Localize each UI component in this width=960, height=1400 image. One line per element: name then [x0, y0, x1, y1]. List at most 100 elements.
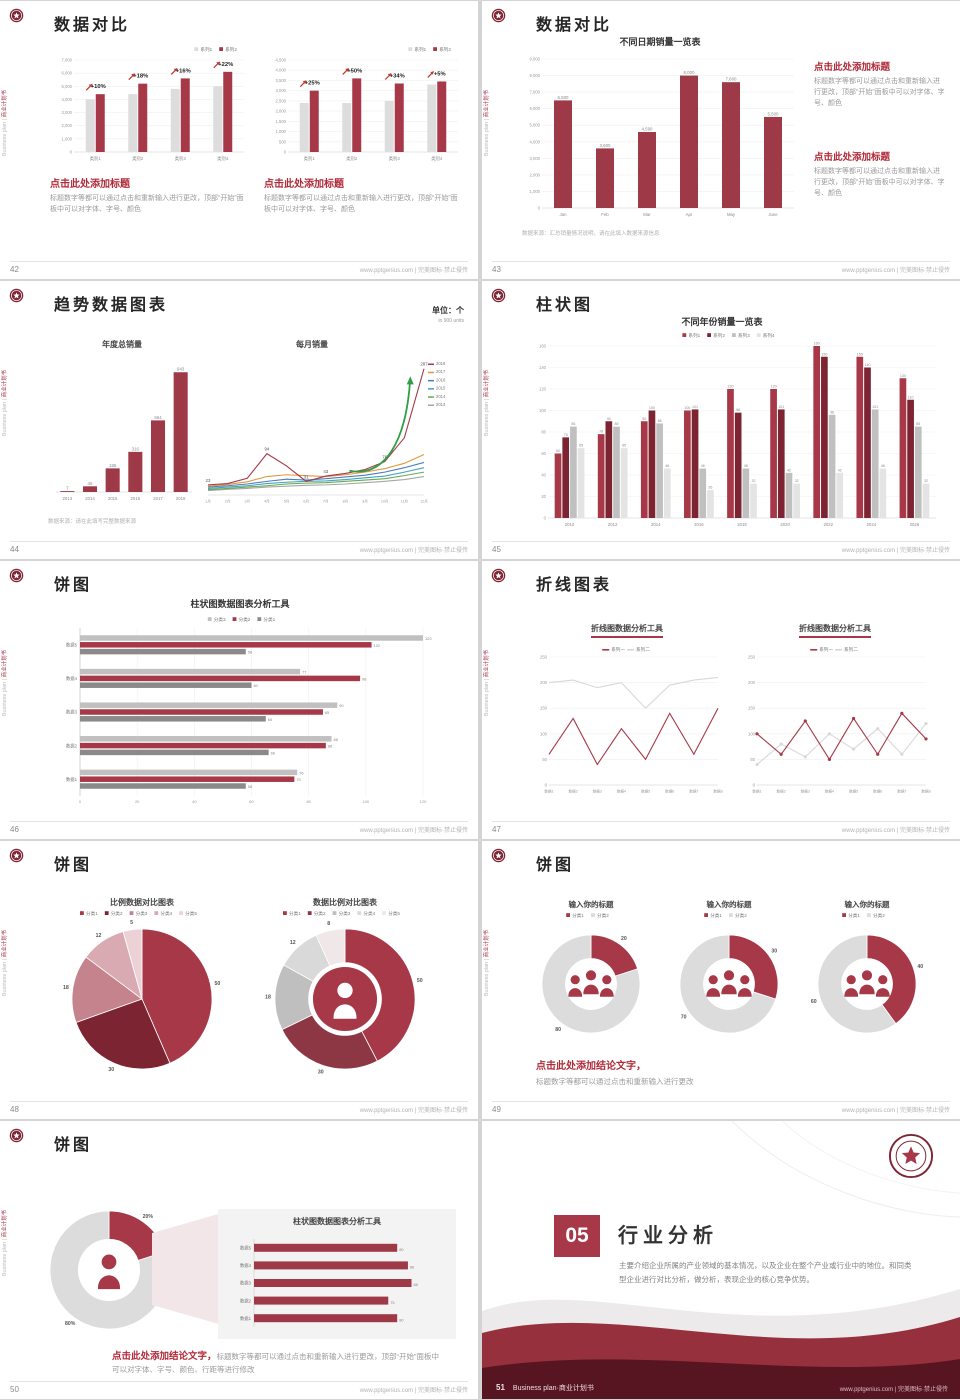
svg-text:数据1: 数据1: [544, 789, 553, 794]
svg-text:分类2: 分类2: [597, 912, 609, 919]
bar-chart: 0 1,000 2,000 3,000 4,000 5,000 6,000 7,000 8,00…: [530, 57, 794, 217]
svg-text:120: 120: [420, 799, 427, 804]
svg-text:分类2: 分类2: [111, 910, 123, 917]
page-number: 46: [10, 825, 19, 834]
svg-text:150: 150: [540, 706, 548, 711]
block-heading: 点击此处添加标题: [814, 62, 891, 73]
svg-text:86: 86: [410, 1265, 414, 1270]
footer-credit: www.pptgenius.com | 完美图标·禁止侵传: [359, 828, 468, 834]
svg-text:100: 100: [684, 406, 690, 410]
svg-text:分类4: 分类4: [363, 910, 375, 917]
svg-text:10月: 10月: [381, 499, 389, 504]
svg-text:8,000: 8,000: [684, 70, 696, 75]
svg-text:数据2: 数据2: [240, 1297, 252, 1304]
conclusion-heading: 点击此处添加结论文字，: [536, 1061, 646, 1072]
svg-text:2018: 2018: [176, 496, 186, 501]
svg-text:数据5: 数据5: [66, 642, 78, 649]
line-chart-right: 0 50 100 150 200 250 数据1 数据2 数据3 数据4 数据5 数据6 数据7 数据8 系…: [748, 646, 931, 794]
svg-text:7,000: 7,000: [62, 58, 73, 63]
page-title: 饼图: [54, 577, 93, 594]
svg-text:1月: 1月: [205, 499, 211, 504]
svg-text:4,500: 4,500: [276, 58, 287, 63]
svg-text:101: 101: [692, 405, 698, 409]
svg-text:2,000: 2,000: [276, 109, 287, 114]
svg-text:数据6: 数据6: [873, 789, 882, 794]
svg-text:42: 42: [787, 468, 791, 472]
svg-text:20%: 20%: [143, 1214, 154, 1220]
svg-text:数据1: 数据1: [752, 789, 761, 794]
svg-text:100: 100: [539, 408, 547, 413]
funnel-connector: [152, 1213, 222, 1325]
svg-text:90: 90: [607, 417, 611, 421]
slide-footer: 48 www.pptgenius.com | 完美图标·禁止侵传: [10, 1101, 468, 1114]
side-label: Business plan | 商业计划书: [484, 649, 490, 717]
svg-text:数据5: 数据5: [641, 789, 650, 794]
svg-text:分类2: 分类2: [735, 912, 747, 919]
page-number: 44: [10, 545, 19, 554]
page-title: 趋势数据图表: [54, 297, 169, 314]
svg-text:60: 60: [811, 999, 817, 1005]
svg-text:46: 46: [701, 464, 705, 468]
svg-text:5: 5: [130, 920, 133, 926]
slide-footer: 45 www.pptgenius.com | 完美图标·禁止侵传: [492, 541, 950, 554]
svg-text:102: 102: [374, 643, 381, 648]
section-number: 05: [554, 1215, 600, 1257]
svg-text:12: 12: [290, 940, 296, 946]
svg-text:3,000: 3,000: [62, 110, 73, 115]
svg-text:3月: 3月: [244, 499, 250, 504]
page-number: 47: [492, 825, 501, 834]
svg-text:分类1: 分类1: [263, 616, 275, 623]
svg-text:75: 75: [564, 433, 568, 437]
svg-text:2016: 2016: [436, 377, 446, 382]
svg-text:数据5: 数据5: [849, 789, 858, 794]
svg-text:80: 80: [306, 799, 311, 804]
svg-text:150: 150: [748, 706, 756, 711]
page-title: 折线图表: [536, 577, 613, 594]
slide-47: 折线图表 Business plan | 商业计划书 折线图数据分析工具 0 50…: [482, 561, 960, 839]
hbar-chart: 数据5 80 数据4 86 数据3 88 数据2 75 数据1 80: [240, 1239, 418, 1327]
svg-text:0: 0: [545, 783, 548, 788]
svg-text:6月: 6月: [303, 499, 309, 504]
svg-text:7月: 7月: [323, 499, 329, 504]
slide-footer: 44 www.pptgenius.com | 完美图标·禁止侵传: [10, 541, 468, 554]
svg-text:30: 30: [318, 1070, 324, 1076]
svg-text:数据3: 数据3: [66, 709, 78, 716]
svg-text:分类3: 分类3: [136, 910, 148, 917]
slide-footer: 46 www.pptgenius.com | 完美图标·禁止侵传: [10, 821, 468, 834]
svg-text:+10%: +10%: [91, 84, 106, 90]
svg-text:+25%: +25%: [305, 81, 320, 87]
chart-title: 每月销量: [296, 340, 328, 349]
svg-text:120: 120: [425, 636, 432, 641]
chart-title: 柱状图数据图表分析工具: [190, 599, 290, 609]
footer-credit: www.pptgenius.com | 完美图标·禁止侵传: [359, 1108, 468, 1114]
svg-text:65: 65: [622, 444, 626, 448]
block-heading: 点击此处添加标题: [264, 179, 344, 190]
svg-text:5,000: 5,000: [530, 123, 541, 128]
svg-text:分类1: 分类1: [710, 912, 722, 919]
block-heading: 点击此处添加标题: [50, 179, 130, 190]
footer-credit: www.pptgenius.com | 完美图标·禁止侵传: [359, 548, 468, 554]
svg-text:42: 42: [838, 468, 842, 472]
svg-text:32: 32: [752, 479, 756, 483]
svg-text:100: 100: [748, 731, 756, 736]
slide-footer: 42 www.pptgenius.com | 完美图标·禁止侵传: [10, 261, 468, 274]
data-source-note: 数据来源：请在此填写完整数据来源: [48, 519, 137, 525]
svg-text:500: 500: [279, 139, 287, 144]
page-number: 49: [492, 1105, 501, 1114]
chart-title: 输入你的标题: [706, 900, 752, 909]
svg-text:46: 46: [665, 464, 669, 468]
svg-text:40: 40: [192, 799, 197, 804]
slide-footer: 47 www.pptgenius.com | 完美图标·禁止侵传: [492, 821, 950, 834]
page-number: 48: [10, 1105, 19, 1114]
svg-text:3,000: 3,000: [276, 88, 287, 93]
svg-text:287: 287: [420, 362, 428, 367]
brand-logo-icon: [9, 8, 24, 23]
svg-text:数据1: 数据1: [66, 776, 78, 783]
svg-text:0: 0: [79, 799, 82, 804]
svg-text:2015: 2015: [436, 386, 446, 391]
page-number: 45: [492, 545, 501, 554]
svg-text:6,000: 6,000: [62, 71, 73, 76]
chart-title: 数据比例对比图表: [313, 898, 377, 907]
svg-text:32: 32: [795, 479, 799, 483]
chart-title: 折线图数据分析工具: [740, 623, 930, 638]
